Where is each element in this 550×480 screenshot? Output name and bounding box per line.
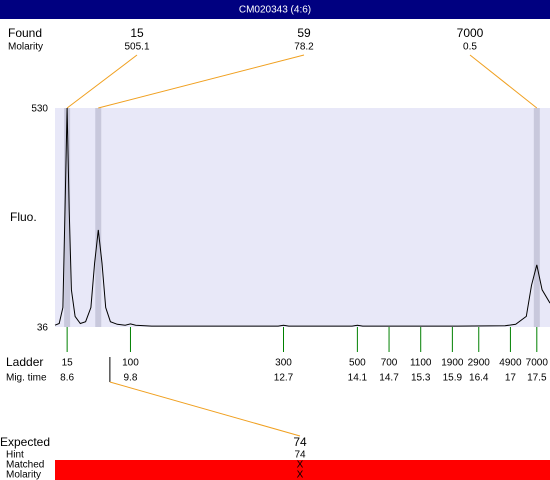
ladder-mig-time: 15.3 [411, 373, 431, 384]
peak-band [64, 108, 71, 327]
ladder-size: 1100 [410, 358, 432, 369]
ladder-mig-time: 14.7 [379, 373, 399, 384]
ladder-size: 700 [381, 358, 398, 369]
row-label: Molarity [6, 470, 41, 480]
ladder-size: 500 [349, 358, 366, 369]
ladder-mig-time: 14.1 [348, 373, 368, 384]
peak-band [533, 108, 540, 327]
row-bar [55, 470, 550, 480]
ladder-mig-time: 9.8 [124, 373, 138, 384]
found-molarity: 505.1 [124, 42, 149, 53]
expected-value: 74 [293, 435, 307, 449]
connector [98, 54, 305, 109]
ladder-mig-time: 17 [505, 373, 517, 384]
ladder-size: 7000 [526, 358, 549, 369]
row-value: X [297, 470, 304, 480]
title-bar [0, 0, 550, 19]
row-label: Hint [6, 450, 24, 461]
y-label: Fluo. [10, 210, 37, 224]
mig-time-label: Mig. time [6, 373, 47, 384]
ladder-mig-time: 8.6 [60, 373, 74, 384]
ladder-size: 1900 [441, 358, 464, 369]
ladder-size: 100 [122, 358, 139, 369]
expected-label: Expected [0, 435, 50, 449]
ladder-size: 300 [275, 358, 292, 369]
molarity-label: Molarity [8, 42, 43, 53]
found-label: Found [8, 26, 42, 40]
row-bar [55, 460, 550, 470]
title: CM020343 (4:6) [239, 5, 311, 16]
ladder-mig-time: 15.9 [443, 373, 463, 384]
ladder-size: 2900 [468, 358, 491, 369]
connector [469, 54, 538, 109]
ladder-mig-time: 12.7 [274, 373, 294, 384]
plot-area [55, 108, 550, 327]
found-molarity: 78.2 [294, 42, 314, 53]
y-tick-label: 530 [31, 104, 48, 115]
found-size: 7000 [457, 26, 484, 40]
ladder-label: Ladder [6, 355, 43, 369]
ladder-mig-time: 16.4 [469, 373, 489, 384]
ladder-size: 4900 [499, 358, 522, 369]
found-molarity: 0.5 [463, 42, 477, 53]
connector [66, 54, 138, 109]
row-value: 74 [294, 450, 306, 461]
peak-band [95, 108, 102, 327]
ladder-size: 15 [62, 358, 74, 369]
connector [109, 381, 301, 437]
trace [54, 107, 550, 327]
ladder-mig-time: 17.5 [527, 373, 547, 384]
y-tick-label: 36 [37, 323, 49, 334]
row-label: Matched [6, 460, 44, 471]
found-size: 59 [297, 26, 311, 40]
row-value: X [297, 460, 304, 471]
found-size: 15 [130, 26, 144, 40]
